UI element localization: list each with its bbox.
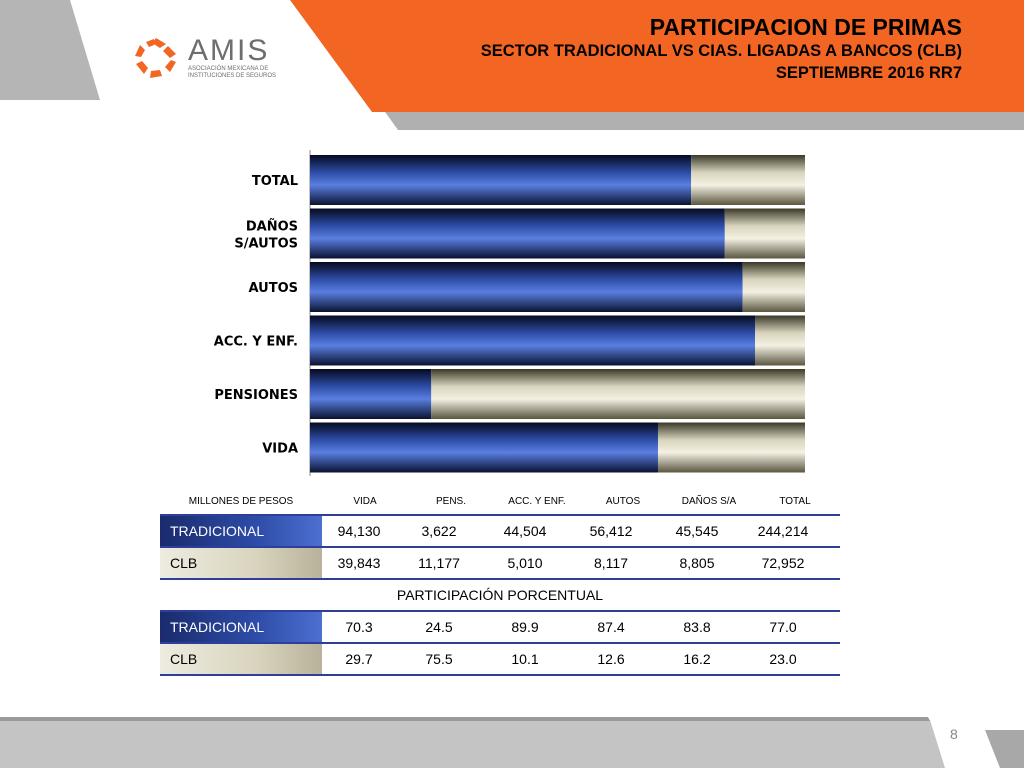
table-cell: 12.6 bbox=[597, 651, 625, 667]
table-cell: 77.0 bbox=[769, 619, 797, 635]
page-subtitle: SECTOR TRADICIONAL VS CIAS. LIGADAS A BA… bbox=[480, 42, 962, 60]
table-row: TRADICIONAL 70.3 24.5 89.9 87.4 83.8 77.0 bbox=[160, 612, 840, 644]
left-gray-tab bbox=[0, 0, 100, 100]
row-label: CLB bbox=[160, 548, 322, 578]
bar-tradicional bbox=[310, 315, 756, 366]
table-header-cell: VIDA bbox=[353, 495, 377, 507]
bar-clb bbox=[691, 155, 805, 205]
footer-right-tab bbox=[985, 730, 1024, 768]
bar-tradicional bbox=[310, 208, 725, 259]
footer-gray-bar bbox=[0, 720, 945, 768]
table-cell: 3,622 bbox=[421, 523, 457, 539]
page-title: PARTICIPACION DE PRIMAS bbox=[649, 14, 962, 40]
table-cell: 72,952 bbox=[761, 555, 805, 571]
bar-clb bbox=[755, 315, 805, 366]
category-label: TOTAL bbox=[252, 174, 298, 189]
table-cell: 5,010 bbox=[507, 555, 543, 571]
table-cell: 16.2 bbox=[683, 651, 711, 667]
table-cell: 83.8 bbox=[683, 619, 711, 635]
table-header-cell: DAÑOS S/A bbox=[681, 495, 737, 507]
table-row: CLB 39,843 11,177 5,010 8,117 8,805 72,952 bbox=[160, 548, 840, 580]
row-label: TRADICIONAL bbox=[160, 516, 322, 546]
page-number: 8 bbox=[950, 726, 958, 742]
bar-clb bbox=[724, 208, 805, 259]
table-header-cell: ACC. Y ENF. bbox=[508, 495, 566, 507]
bar-tradicional bbox=[310, 422, 658, 473]
category-label: VIDA bbox=[262, 442, 298, 457]
title-block: PARTICIPACION DE PRIMAS SECTOR TRADICION… bbox=[481, 14, 962, 84]
table-header-row: MILLONES DE PESOS VIDA PENS. ACC. Y ENF. AUT… bbox=[160, 488, 840, 514]
footer-bar bbox=[0, 717, 1024, 768]
table-cell: 89.9 bbox=[511, 619, 539, 635]
category-label: AUTOS bbox=[249, 281, 299, 296]
data-table: MILLONES DE PESOS VIDA PENS. ACC. Y ENF. AUT… bbox=[160, 488, 840, 676]
logo-subtitle: ASOCIACIÓN MEXICANA DE INSTITUCIONES DE … bbox=[188, 66, 277, 79]
row-label: TRADICIONAL bbox=[160, 612, 322, 642]
table-header-cell: TOTAL bbox=[779, 495, 811, 507]
table-cell: 23.0 bbox=[769, 651, 797, 667]
table-header-cell: PENS. bbox=[435, 495, 466, 507]
table-row: CLB 29.7 75.5 10.1 12.6 16.2 23.0 bbox=[160, 644, 840, 676]
table-cell: 70.3 bbox=[345, 619, 373, 635]
header-banner bbox=[0, 0, 1024, 130]
row-label: CLB bbox=[160, 644, 322, 674]
category-label: ACC. Y ENF. bbox=[214, 335, 298, 350]
table-header-cell: AUTOS bbox=[605, 495, 641, 507]
table-cell: 11,177 bbox=[418, 555, 460, 571]
table-row: TRADICIONAL 94,130 3,622 44,504 56,412 45,545… bbox=[160, 516, 840, 548]
table-cell: 75.5 bbox=[425, 651, 453, 667]
bar-tradicional bbox=[310, 262, 743, 312]
bar-clb bbox=[657, 422, 805, 473]
page-period: SEPTIEMBRE 2016 RR7 bbox=[775, 64, 962, 82]
table-cell: 10.1 bbox=[511, 651, 539, 667]
category-label: DAÑOS S/AUTOS bbox=[234, 219, 298, 252]
section-title: PARTICIPACIÓN PORCENTUAL bbox=[160, 580, 840, 612]
category-label: PENSIONES bbox=[214, 388, 298, 403]
bar-clb bbox=[431, 369, 805, 419]
table-cell: 39,843 bbox=[337, 555, 381, 571]
bar-clb bbox=[742, 262, 805, 312]
amis-logo: AMIS ASOCIACIÓN MEXICANA DE INSTITUCIONE… bbox=[132, 36, 288, 80]
stacked-bar-chart: TOTAL DAÑOS S/AUTOS AUTOS ACC. Y ENF. PENSION… bbox=[214, 150, 805, 476]
table-cell: 56,412 bbox=[589, 523, 633, 539]
logo-name: AMIS bbox=[188, 34, 270, 67]
bar-tradicional bbox=[310, 155, 692, 205]
table-cell: 29.7 bbox=[345, 651, 373, 667]
table-cell: 244,214 bbox=[757, 523, 809, 539]
table-header-units: MILLONES DE PESOS bbox=[188, 495, 294, 507]
table-cell: 24.5 bbox=[425, 619, 453, 635]
table-cell: 87.4 bbox=[597, 619, 625, 635]
bar-tradicional bbox=[310, 369, 432, 419]
table-cell: 45,545 bbox=[675, 523, 719, 539]
table-cell: 94,130 bbox=[337, 523, 381, 539]
orange-banner bbox=[290, 0, 1024, 112]
table-cell: 8,117 bbox=[594, 555, 628, 571]
table-cell: 8,805 bbox=[679, 555, 715, 571]
table-cell: 44,504 bbox=[503, 523, 547, 539]
amis-logo-icon bbox=[135, 38, 176, 78]
